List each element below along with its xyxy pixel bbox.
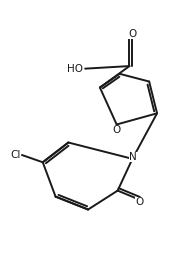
- Text: HO: HO: [67, 64, 83, 74]
- Text: O: O: [128, 29, 136, 39]
- Text: Cl: Cl: [11, 150, 21, 160]
- Text: N: N: [129, 152, 137, 162]
- Text: O: O: [136, 197, 144, 207]
- Text: O: O: [113, 125, 121, 135]
